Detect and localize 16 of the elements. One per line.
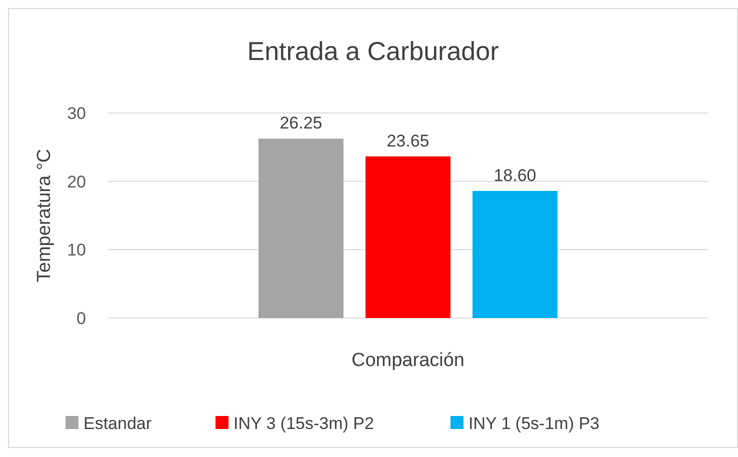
bar (258, 138, 344, 318)
legend-label: INY 1 (5s-1m) P3 (468, 414, 600, 433)
y-tick-label: 20 (67, 172, 86, 192)
bar (472, 190, 558, 318)
legend-label: INY 3 (15s-3m) P2 (234, 414, 374, 433)
y-tick-label: 0 (76, 308, 86, 328)
chart-title: Entrada a Carburador (247, 36, 500, 66)
x-tick-label: Comparación (352, 350, 464, 371)
y-tick-label: 10 (67, 240, 86, 260)
bar (366, 156, 450, 318)
data-label: 26.25 (280, 114, 322, 133)
data-label: 23.65 (386, 131, 430, 150)
y-tick-label: 30 (67, 104, 86, 123)
y-axis-title: Temperatura °C (34, 148, 55, 282)
data-label: 18.60 (494, 166, 536, 185)
legend-label: Estandar (84, 414, 152, 433)
